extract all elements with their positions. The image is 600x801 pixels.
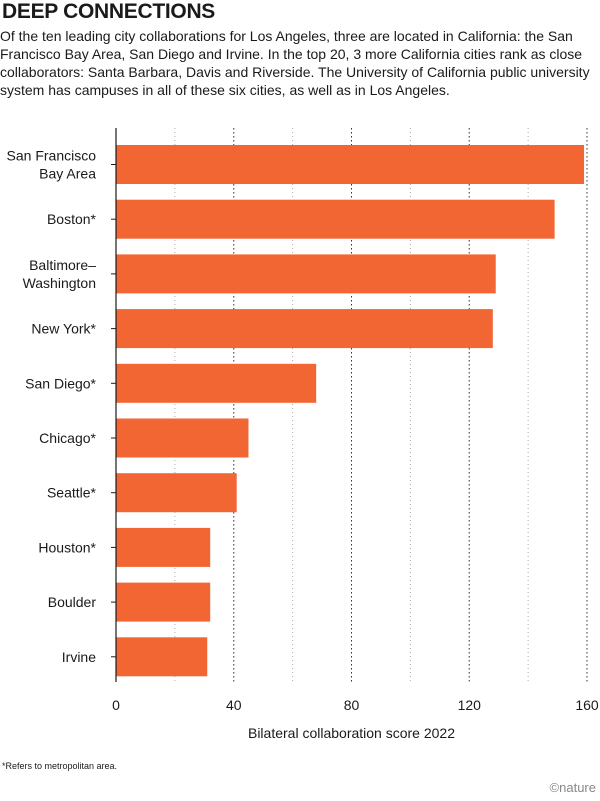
category-label: Boulder xyxy=(48,594,97,610)
bar xyxy=(116,363,317,403)
bar xyxy=(116,309,493,349)
bar xyxy=(116,473,237,513)
category-label: Boston* xyxy=(47,211,97,227)
category-label: Irvine xyxy=(62,649,96,665)
chart-subtitle: Of the ten leading city collaborations f… xyxy=(0,28,590,98)
category-label: New York* xyxy=(31,321,96,337)
bar xyxy=(116,254,496,294)
x-tick-label: 0 xyxy=(112,697,120,713)
category-label: Chicago* xyxy=(39,430,96,446)
bar xyxy=(116,145,585,184)
x-tick-label: 160 xyxy=(575,697,599,713)
x-tick-label: 120 xyxy=(458,697,482,713)
category-label: Baltimore– xyxy=(29,257,96,273)
x-tick-label: 40 xyxy=(226,697,242,713)
x-tick-label: 80 xyxy=(344,697,360,713)
category-label: San Diego* xyxy=(25,375,96,391)
category-label: Seattle* xyxy=(47,485,97,501)
bar xyxy=(116,199,555,239)
footnote: *Refers to metropolitan area. xyxy=(2,761,118,771)
x-axis-title: Bilateral collaboration score 2022 xyxy=(248,725,455,741)
chart-title: DEEP CONNECTIONS xyxy=(2,0,216,23)
category-label: Bay Area xyxy=(39,166,96,182)
nature-credit: ©nature xyxy=(549,780,596,795)
bar xyxy=(116,527,211,567)
category-label: Washington xyxy=(23,275,96,291)
category-label: San Francisco xyxy=(7,148,97,164)
bar xyxy=(116,418,249,458)
bar xyxy=(116,582,211,622)
bar xyxy=(116,637,208,677)
category-label: Houston* xyxy=(38,539,96,555)
